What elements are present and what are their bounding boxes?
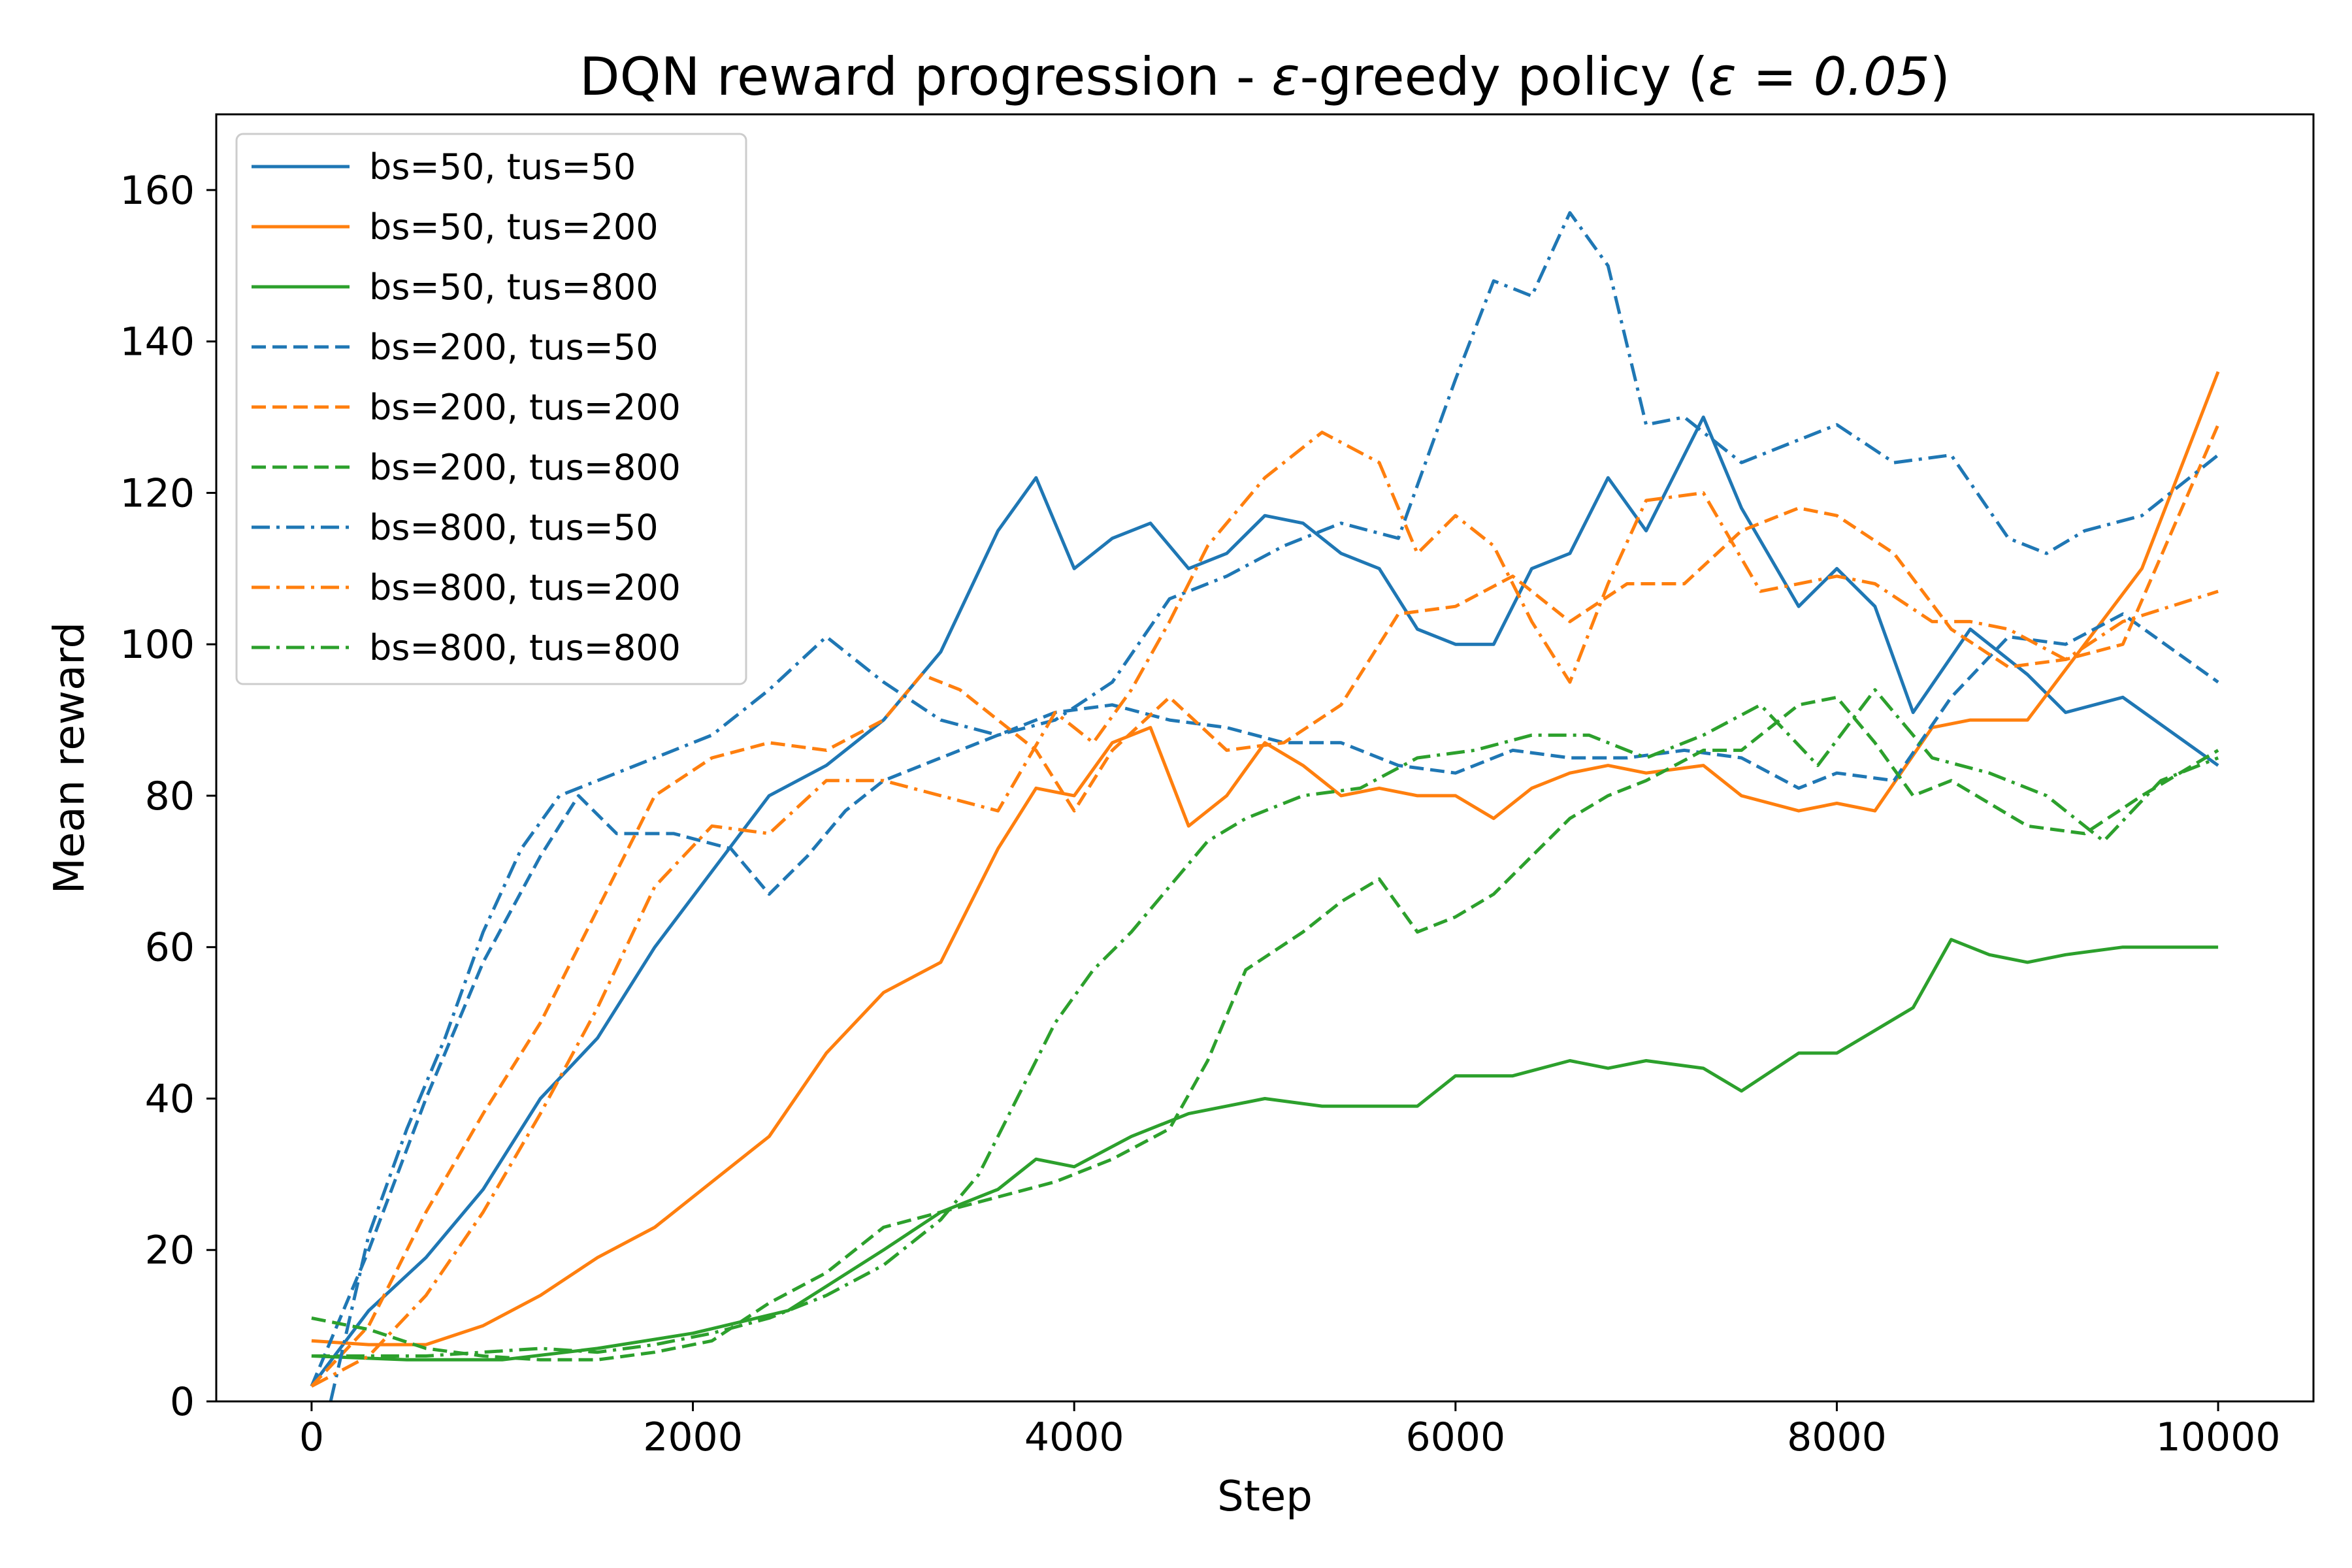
series-line-5 [310,424,2220,1388]
legend-label-6: bs=200, tus=800 [369,447,681,488]
x-axis-label: Step [1217,1473,1313,1521]
y-tick-label: 160 [120,168,195,214]
x-tick-label: 0 [299,1414,324,1460]
series-line-8 [310,431,2219,1388]
legend-label-5: bs=200, tus=200 [369,387,681,428]
legend-label-8: bs=800, tus=200 [369,567,681,608]
y-tick-label: 80 [145,774,195,819]
plot-area-frame [215,113,2315,1403]
series-line-1 [310,416,2219,1388]
x-tick-label: 10000 [2156,1414,2281,1460]
x-tick-label: 6000 [1405,1414,1505,1460]
y-tick-label: 120 [120,470,195,516]
series-line-6 [311,695,2219,1362]
x-tick-label: 4000 [1024,1414,1124,1460]
y-tick-label: 20 [145,1228,195,1273]
series-line-7 [329,211,2219,1402]
legend-label-2: bs=50, tus=200 [369,206,659,248]
y-tick-label: 0 [170,1379,195,1425]
chart-title: DQN reward progression - ε-greedy policy… [580,46,1950,107]
x-tick-label: 8000 [1787,1414,1887,1460]
plot-series-group [310,211,2220,1402]
y-axis-label: Mean reward [46,622,94,894]
legend-label-9: bs=800, tus=800 [369,627,681,668]
y-tick-label: 100 [120,622,195,668]
legend-box [235,133,747,685]
y-tick-label: 140 [120,319,195,365]
y-axis: 0 20 40 60 80 100 120 140 160 [120,168,216,1425]
legend-label-7: bs=800, tus=50 [369,507,659,548]
series-line-9 [311,688,2219,1358]
legend-label-3: bs=50, tus=800 [369,267,659,308]
x-tick-label: 2000 [643,1414,743,1460]
series-line-2 [311,371,2220,1347]
legend: bs=50, tus=50 bs=50, tus=200 bs=50, tus=80… [235,133,747,685]
x-axis: 0 2000 4000 6000 8000 10000 [299,1401,2281,1460]
legend-label-4: bs=200, tus=50 [369,327,659,368]
y-tick-label: 60 [145,925,195,971]
legend-label-1: bs=50, tus=50 [369,146,636,188]
series-line-3 [311,938,2219,1362]
y-tick-label: 40 [145,1076,195,1122]
